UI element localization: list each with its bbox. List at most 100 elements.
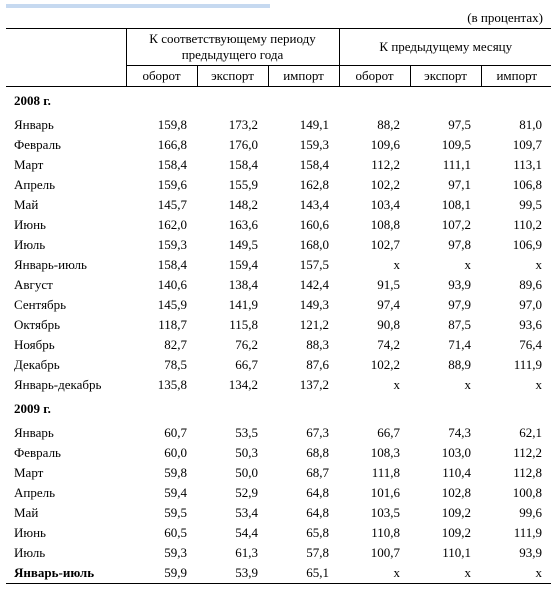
table-row: Январь60,753,567,366,774,362,1: [6, 423, 551, 443]
cell-value: 160,6: [268, 215, 339, 235]
cell-value: 140,6: [126, 275, 197, 295]
table-row: Март59,850,068,7111,8110,4112,8: [6, 463, 551, 483]
cell-value: 158,4: [126, 155, 197, 175]
table-body: 2008 г.Январь159,8173,2149,188,297,581,0…: [6, 87, 551, 584]
cell-value: 148,2: [197, 195, 268, 215]
cell-value: 53,5: [197, 423, 268, 443]
cell-value: 106,9: [481, 235, 551, 255]
cell-value: 145,9: [126, 295, 197, 315]
row-label: Январь: [6, 423, 126, 443]
cell-value: 67,3: [268, 423, 339, 443]
unit-label: (в процентах): [6, 10, 543, 26]
cell-value: 66,7: [197, 355, 268, 375]
cell-value: 101,6: [339, 483, 410, 503]
cell-value: 76,2: [197, 335, 268, 355]
table-row: Февраль166,8176,0159,3109,6109,5109,7: [6, 135, 551, 155]
header-import-a: импорт: [268, 66, 339, 87]
cell-value: 162,8: [268, 175, 339, 195]
cell-value: 59,5: [126, 503, 197, 523]
row-label: Ноябрь: [6, 335, 126, 355]
cell-value: 113,1: [481, 155, 551, 175]
cell-value: 99,5: [481, 195, 551, 215]
cell-value: 68,8: [268, 443, 339, 463]
cell-value: 97,8: [410, 235, 481, 255]
row-label: Май: [6, 195, 126, 215]
cell-value: 134,2: [197, 375, 268, 395]
cell-value: 107,2: [410, 215, 481, 235]
cell-value: 60,5: [126, 523, 197, 543]
cell-value: 97,9: [410, 295, 481, 315]
cell-value: 103,4: [339, 195, 410, 215]
cell-value: 159,3: [268, 135, 339, 155]
header-turnover-a: оборот: [126, 66, 197, 87]
cell-value: 149,3: [268, 295, 339, 315]
cell-value: 62,1: [481, 423, 551, 443]
cell-value: 68,7: [268, 463, 339, 483]
table-row: Январь-июль158,4159,4157,5xxx: [6, 255, 551, 275]
table-row: Май145,7148,2143,4103,4108,199,5: [6, 195, 551, 215]
cell-value: 100,7: [339, 543, 410, 563]
row-label: Июль: [6, 543, 126, 563]
cell-value: 88,3: [268, 335, 339, 355]
cell-value: 91,5: [339, 275, 410, 295]
table-row: Июнь60,554,465,8110,8109,2111,9: [6, 523, 551, 543]
row-label: Декабрь: [6, 355, 126, 375]
cell-value: 102,7: [339, 235, 410, 255]
cell-value: 59,8: [126, 463, 197, 483]
cell-value: 112,2: [481, 443, 551, 463]
cell-value: 121,2: [268, 315, 339, 335]
cell-value: 93,6: [481, 315, 551, 335]
table-row: Ноябрь82,776,288,374,271,476,4: [6, 335, 551, 355]
cell-value: 158,4: [126, 255, 197, 275]
cell-value: x: [339, 563, 410, 584]
cell-value: 110,8: [339, 523, 410, 543]
cell-value: 103,0: [410, 443, 481, 463]
cell-value: 176,0: [197, 135, 268, 155]
cell-value: 108,1: [410, 195, 481, 215]
table-row: Январь159,8173,2149,188,297,581,0: [6, 115, 551, 135]
cell-value: 112,8: [481, 463, 551, 483]
cell-value: 111,9: [481, 355, 551, 375]
cell-value: 106,8: [481, 175, 551, 195]
cell-value: 145,7: [126, 195, 197, 215]
cell-value: 59,3: [126, 543, 197, 563]
cell-value: 61,3: [197, 543, 268, 563]
header-import-b: импорт: [481, 66, 551, 87]
cell-value: 159,8: [126, 115, 197, 135]
cell-value: 111,9: [481, 523, 551, 543]
row-label: Июнь: [6, 523, 126, 543]
cell-value: 110,2: [481, 215, 551, 235]
cell-value: 163,6: [197, 215, 268, 235]
header-export-a: экспорт: [197, 66, 268, 87]
header-group-prev-year: К соответствующему периоду предыдущего г…: [126, 29, 339, 66]
cell-value: x: [339, 375, 410, 395]
cell-value: 93,9: [410, 275, 481, 295]
row-label: Сентябрь: [6, 295, 126, 315]
cell-value: 88,2: [339, 115, 410, 135]
cell-value: 52,9: [197, 483, 268, 503]
table-row: Декабрь78,566,787,6102,288,9111,9: [6, 355, 551, 375]
cell-value: 137,2: [268, 375, 339, 395]
cell-value: 54,4: [197, 523, 268, 543]
cell-value: 78,5: [126, 355, 197, 375]
cell-value: 57,8: [268, 543, 339, 563]
row-label: Январь-декабрь: [6, 375, 126, 395]
cell-value: 64,8: [268, 483, 339, 503]
cell-value: 64,8: [268, 503, 339, 523]
cell-value: 97,0: [481, 295, 551, 315]
row-label: Январь-июль: [6, 255, 126, 275]
cell-value: x: [410, 255, 481, 275]
cell-value: 166,8: [126, 135, 197, 155]
table-row: Январь-июль59,953,965,1xxx: [6, 563, 551, 584]
table-row: Март158,4158,4158,4112,2111,1113,1: [6, 155, 551, 175]
top-rule: [6, 4, 270, 8]
row-label: Июнь: [6, 215, 126, 235]
cell-value: 115,8: [197, 315, 268, 335]
cell-value: 97,4: [339, 295, 410, 315]
table-row: Июнь162,0163,6160,6108,8107,2110,2: [6, 215, 551, 235]
cell-value: 87,5: [410, 315, 481, 335]
row-label: Апрель: [6, 483, 126, 503]
cell-value: 53,9: [197, 563, 268, 584]
cell-value: 142,4: [268, 275, 339, 295]
cell-value: 149,1: [268, 115, 339, 135]
